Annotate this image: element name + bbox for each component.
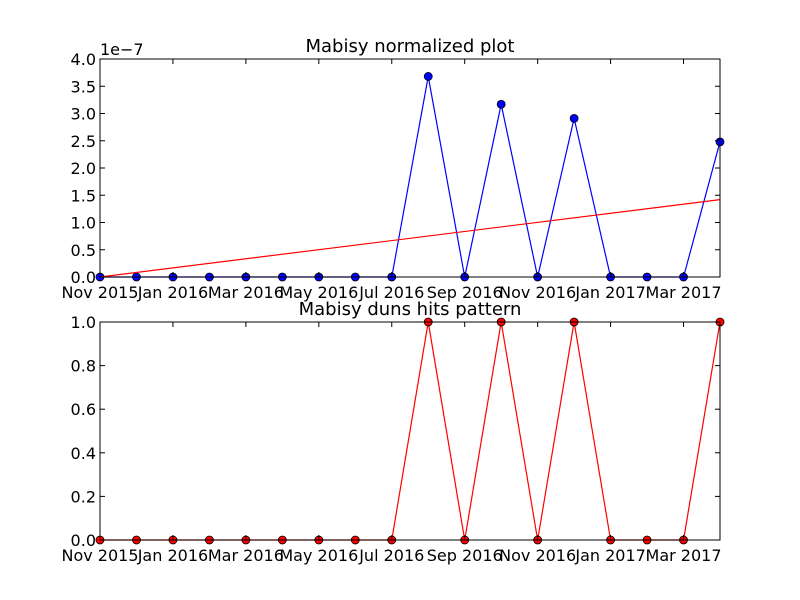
x-tick-label: Mar 2016 [208,546,284,565]
x-tick-label: Jul 2016 [358,283,424,302]
x-tick-label: Nov 2015 [61,546,138,565]
y-tick-label: 0.5 [71,241,96,260]
y-tick-label: 1.0 [71,313,96,332]
y-tick-label: 1.5 [71,186,96,205]
x-tick-label: Nov 2016 [499,546,576,565]
y-tick-label: 0.4 [71,444,96,463]
x-tick-label: Mar 2016 [208,283,284,302]
data-point [569,114,579,123]
y-offset-label: 1e−7 [100,40,144,59]
x-tick-label: Sep 2016 [427,283,503,302]
subplot-1: Mabisy normalized plot 1e−7 0.0 0.5 1.0 1.5 2.… [61,36,725,302]
y-tick-label: 1.0 [71,214,96,233]
x-tick-label: Jul 2016 [358,546,424,565]
subplot-2: Mabisy duns hits pattern 0.0 0.2 0.4 0.6 0.8 1… [61,299,725,565]
series-line [100,321,721,541]
x-tick-label: Mar 2017 [646,283,722,302]
y-tick-label: 0.2 [71,487,96,506]
chart-title: Mabisy duns hits pattern [299,299,522,320]
data-point [496,99,506,109]
y-tick-label: 4.0 [71,50,96,69]
y-tick-label: 0.0 [71,531,96,550]
x-tick-label: Mar 2017 [646,546,722,565]
y-tick-label: 3.5 [71,77,96,96]
axes-frame [99,58,721,278]
axes-frame [99,321,721,541]
y-tick-label: 0.6 [71,400,96,419]
chart-title: Mabisy normalized plot [306,36,515,57]
y-tick-label: 3.0 [71,105,96,124]
data-point [423,72,433,81]
x-tick-label: Jan 2016 [137,283,208,302]
y-tick-label: 0.0 [71,268,96,287]
y-tick-label: 2.0 [71,159,96,178]
x-tick-label: May 2016 [279,546,358,565]
series-line [100,76,721,278]
x-tick-label: Sep 2016 [427,546,503,565]
trend-line [99,199,721,278]
x-tick-label: Jan 2017 [574,283,645,302]
x-tick-label: Jan 2016 [137,546,208,565]
y-tick-label: 0.8 [71,357,96,376]
y-tick-label: 2.5 [71,132,96,151]
x-tick-label: May 2016 [279,283,358,302]
x-tick-label: Nov 2016 [499,283,576,302]
x-tick-label: Nov 2015 [61,283,138,302]
x-tick-label: Jan 2017 [574,546,645,565]
